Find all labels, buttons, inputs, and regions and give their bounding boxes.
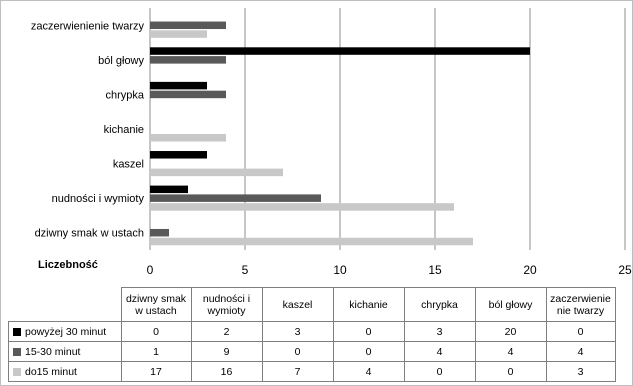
bar-s0-c4 bbox=[150, 81, 207, 90]
legend-key-1 bbox=[13, 347, 21, 356]
legend-entry-2: do15 minut bbox=[8, 361, 122, 382]
table-row: powyżej 30 minut 0 2 3 0 3 20 0 bbox=[8, 321, 616, 342]
category-label-2: kaszel bbox=[113, 159, 144, 171]
bar-s0-c1 bbox=[150, 185, 188, 194]
data-label-s0-c6: 0 bbox=[545, 321, 616, 342]
data-label-s1-c1: 9 bbox=[190, 341, 263, 362]
data-label-s0-c2: 3 bbox=[261, 321, 334, 342]
category-label-3: kichanie bbox=[104, 124, 144, 136]
bar-s1-c1 bbox=[150, 194, 321, 202]
legend-label-2: do15 minut bbox=[25, 365, 77, 378]
table-header-kaszel: kaszel bbox=[261, 287, 334, 322]
legend-label-0: powyżej 30 minut bbox=[25, 325, 107, 338]
x-tick-label-1: 5 bbox=[242, 263, 249, 277]
legend-key-0 bbox=[13, 327, 21, 336]
table-row: do15 minut 17 16 7 4 0 0 3 bbox=[8, 361, 616, 382]
data-label-s2-c6: 3 bbox=[545, 361, 616, 382]
legend-label-1: 15-30 minut bbox=[25, 345, 81, 358]
data-label-s0-c5: 20 bbox=[474, 321, 547, 342]
table-header-zaczerwienienie: zaczerwienie nie twarzy bbox=[545, 287, 616, 322]
bar-s0-c2 bbox=[150, 151, 207, 159]
data-label-s2-c0: 17 bbox=[120, 361, 192, 382]
x-tick-label-4: 20 bbox=[523, 263, 537, 277]
bar-s2-c0 bbox=[150, 237, 473, 246]
data-label-s1-c0: 1 bbox=[120, 341, 192, 362]
category-label-6: zaczerwienienie twarzy bbox=[31, 20, 145, 32]
data-table-corner bbox=[9, 288, 122, 322]
data-label-s2-c4: 0 bbox=[403, 361, 476, 382]
data-label-s0-c3: 0 bbox=[332, 321, 405, 342]
legend-key-2 bbox=[13, 367, 21, 376]
legend-entry-1: 15-30 minut bbox=[8, 341, 122, 362]
table-header-chrypka: chrypka bbox=[403, 287, 476, 322]
bar-s1-c5 bbox=[150, 56, 226, 64]
data-label-s1-c3: 0 bbox=[332, 341, 405, 362]
bar-s1-c6 bbox=[150, 21, 226, 30]
bar-s2-c2 bbox=[150, 168, 283, 177]
table-header-kichanie: kichanie bbox=[332, 287, 405, 322]
data-label-s0-c4: 3 bbox=[403, 321, 476, 342]
data-table-body: powyżej 30 minut 0 2 3 0 3 20 0 15-30 minut 1 9 0 0 4… bbox=[8, 321, 616, 382]
bar-s2-c1 bbox=[150, 203, 454, 211]
legend-entry-0: powyżej 30 minut bbox=[8, 321, 122, 342]
table-header-nudnosci: nudności i wymioty bbox=[190, 287, 263, 322]
category-label-0: dziwny smak w ustach bbox=[35, 228, 144, 240]
data-label-s2-c3: 4 bbox=[332, 361, 405, 382]
category-label-1: nudności i wymioty bbox=[52, 193, 145, 205]
data-label-s1-c5: 4 bbox=[474, 341, 547, 362]
category-label-5: ból głowy bbox=[98, 55, 144, 67]
bar-s1-c4 bbox=[150, 90, 226, 99]
category-label-4: chrypka bbox=[105, 89, 144, 101]
data-table-header-row: dziwny smak w ustach nudności i wymioty … bbox=[9, 287, 616, 322]
data-label-s2-c1: 16 bbox=[190, 361, 263, 382]
data-label-s0-c0: 0 bbox=[120, 321, 192, 342]
bar-s1-c0 bbox=[150, 228, 169, 237]
bar-s2-c3 bbox=[150, 134, 226, 142]
bar-s2-c6 bbox=[150, 30, 207, 38]
table-header-bol-glowy: ból głowy bbox=[474, 287, 547, 322]
x-tick-label-2: 10 bbox=[333, 263, 347, 277]
x-tick-label-5: 25 bbox=[618, 263, 632, 277]
table-row: 15-30 minut 1 9 0 0 4 4 4 bbox=[8, 341, 616, 362]
data-label-s2-c2: 7 bbox=[261, 361, 334, 382]
data-label-s1-c2: 0 bbox=[261, 341, 334, 362]
x-tick-label-0: 0 bbox=[147, 263, 154, 277]
data-label-s1-c6: 4 bbox=[545, 341, 616, 362]
x-tick-label-3: 15 bbox=[428, 263, 442, 277]
bar-s0-c5 bbox=[150, 47, 530, 55]
data-label-s2-c5: 0 bbox=[474, 361, 547, 382]
data-label-s1-c4: 4 bbox=[403, 341, 476, 362]
data-table: dziwny smak w ustach nudności i wymioty … bbox=[8, 287, 616, 382]
data-label-s0-c1: 2 bbox=[190, 321, 263, 342]
x-axis-title: Liczebność bbox=[38, 259, 98, 271]
table-header-dziwny-smak: dziwny smak w ustach bbox=[120, 287, 192, 322]
